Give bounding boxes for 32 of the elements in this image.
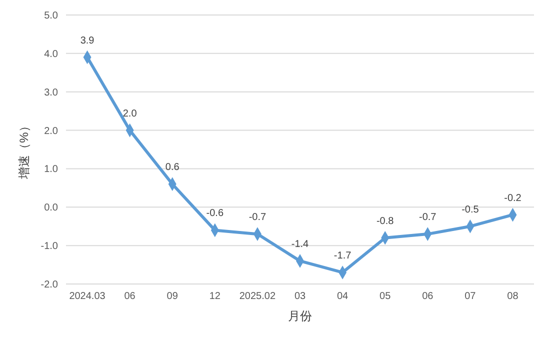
x-tick-label: 07 [464, 291, 476, 302]
data-label: -0.5 [462, 204, 480, 216]
data-label: 3.9 [80, 35, 95, 46]
x-axis-title: 月份 [288, 309, 312, 323]
y-tick-label: 5.0 [44, 10, 58, 22]
data-label: -1.4 [291, 238, 310, 250]
x-tick-label: 04 [336, 291, 349, 302]
y-tick-label: 2.0 [44, 126, 58, 137]
y-axis-title: 增速（%） [17, 120, 31, 180]
x-tick-label: 09 [166, 291, 178, 302]
y-tick-label: 1.0 [44, 164, 58, 176]
x-tick-label: 2024.03 [69, 291, 106, 302]
y-tick-label: 0.0 [44, 202, 58, 214]
x-tick-label: 06 [124, 291, 136, 302]
data-label: -0.6 [206, 208, 224, 220]
x-tick-label: 03 [294, 291, 306, 302]
x-tick-label: 08 [507, 291, 519, 302]
y-tick-label: -1.0 [40, 241, 58, 252]
data-label: -0.7 [419, 212, 437, 224]
data-label: -0.7 [248, 212, 267, 224]
y-tick-label: -2.0 [40, 280, 58, 290]
y-tick-label: 3.0 [44, 87, 58, 98]
y-tick-label: 4.0 [44, 48, 58, 60]
data-label: -1.7 [334, 250, 352, 262]
x-tick-label: 05 [380, 291, 392, 302]
x-tick-label: 2025.02 [239, 291, 276, 302]
data-label: 0.6 [165, 162, 180, 174]
data-label: 2.0 [122, 108, 138, 120]
x-tick-label: 06 [422, 291, 434, 302]
data-label: -0.8 [376, 216, 394, 227]
data-label: -0.2 [504, 192, 522, 204]
x-tick-label: 12 [209, 291, 221, 302]
